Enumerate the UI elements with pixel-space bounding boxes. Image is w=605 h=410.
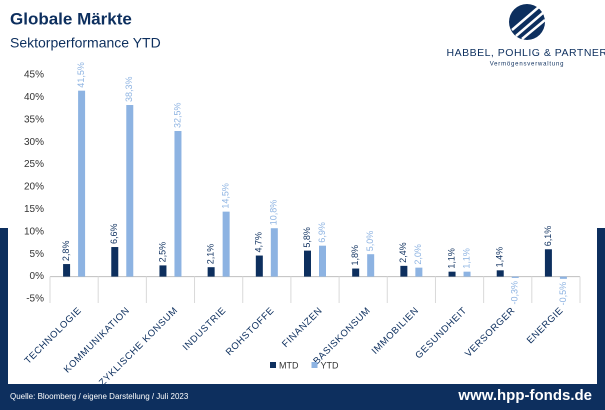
- value-label: 5,0%: [365, 231, 375, 252]
- bar: [511, 276, 519, 278]
- value-label: 5,8%: [302, 227, 312, 248]
- bar: [415, 267, 423, 277]
- bar: [255, 255, 263, 277]
- value-label: 38,3%: [124, 76, 134, 102]
- value-label: 10,8%: [269, 200, 279, 226]
- bar: [111, 247, 119, 277]
- bar: [400, 265, 408, 277]
- value-label: 32,5%: [172, 102, 182, 128]
- value-label: 2,4%: [398, 242, 408, 263]
- bar: [463, 271, 471, 277]
- value-label: 2,1%: [206, 244, 216, 265]
- y-tick-label: 35%: [24, 114, 44, 125]
- website: www.hpp-fonds.de: [457, 387, 592, 404]
- y-tick-label: 0%: [30, 271, 45, 282]
- card: [8, 0, 597, 384]
- value-label: 6,1%: [543, 226, 553, 247]
- value-label: 1,1%: [461, 248, 471, 269]
- value-label: -0,5%: [558, 282, 568, 306]
- value-label: 2,8%: [61, 241, 71, 262]
- y-tick-label: 10%: [24, 226, 44, 237]
- y-tick-label: -5%: [26, 294, 44, 305]
- value-label: -0,3%: [510, 281, 520, 305]
- value-label: 14,5%: [221, 183, 231, 209]
- value-label: 4,7%: [254, 232, 264, 253]
- brand-sub: Vermögensverwaltung: [490, 62, 565, 68]
- legend-swatch: [311, 362, 318, 368]
- bar: [207, 267, 215, 277]
- bar: [270, 228, 278, 277]
- y-tick-label: 5%: [30, 249, 45, 260]
- bar: [559, 276, 567, 279]
- brand: HABBEL, POHLIG & PARTNER: [447, 47, 605, 59]
- value-label: 1,8%: [350, 245, 360, 266]
- value-label: 6,9%: [317, 222, 327, 243]
- bar: [159, 265, 167, 277]
- value-label: 2,0%: [413, 244, 423, 265]
- y-tick-label: 15%: [24, 204, 44, 215]
- legend-label: YTD: [321, 360, 340, 370]
- legend-label: MTD: [279, 360, 299, 370]
- legend-swatch: [270, 362, 276, 368]
- bar: [63, 264, 71, 277]
- y-tick-label: 20%: [24, 182, 44, 193]
- bar: [174, 131, 182, 277]
- bar: [448, 271, 456, 277]
- y-tick-label: 25%: [24, 159, 44, 170]
- chart-title: Globale Märkte: [10, 9, 132, 28]
- y-tick-label: 45%: [24, 70, 44, 81]
- value-label: 1,1%: [446, 248, 456, 269]
- y-tick-label: 40%: [24, 92, 44, 103]
- bar: [352, 268, 360, 277]
- bar: [222, 211, 230, 277]
- value-label: 6,6%: [109, 224, 119, 245]
- bar: [78, 90, 86, 277]
- value-label: 2,5%: [157, 242, 167, 263]
- value-label: 41,5%: [76, 62, 86, 88]
- bar: [126, 105, 134, 277]
- bar: [496, 270, 504, 277]
- bar: [367, 254, 375, 277]
- bar: [544, 249, 552, 277]
- source: Quelle: Bloomberg / eigene Darstellung /…: [10, 392, 189, 401]
- y-tick-label: 30%: [24, 137, 44, 148]
- logo: [509, 4, 546, 40]
- chart-subtitle: Sektorperformance YTD: [10, 35, 161, 51]
- bar: [304, 250, 311, 277]
- value-label: 1,4%: [495, 247, 505, 268]
- bar: [319, 245, 326, 277]
